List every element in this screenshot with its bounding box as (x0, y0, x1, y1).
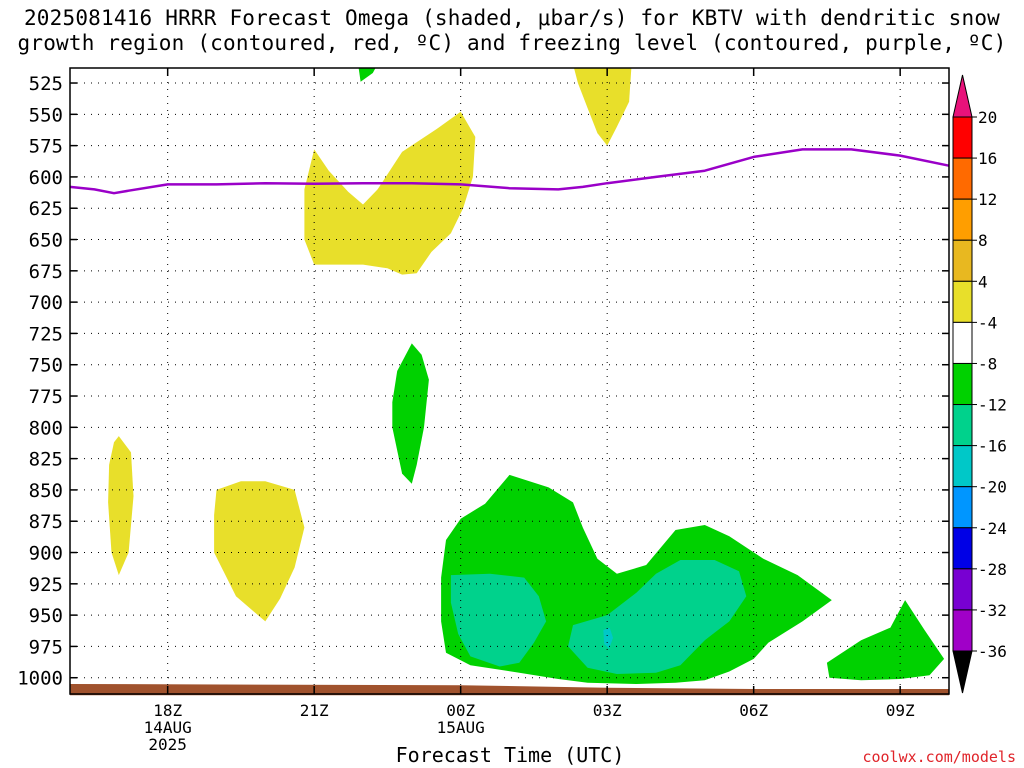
x-tick-label: 03Z (593, 701, 622, 720)
colorbar-segment (952, 362, 973, 406)
chart-title: 2025081416 HRRR Forecast Omega (shaded, … (0, 6, 1024, 56)
x-tick-label: 00Z (446, 701, 475, 720)
colorbar-label: -24 (978, 519, 1007, 538)
ground-surface (70, 684, 949, 696)
omega-region-4 (214, 481, 305, 622)
colorbar-segment (952, 321, 973, 364)
omega-region-9 (450, 573, 547, 667)
y-tick-label: 575 (29, 136, 63, 158)
colorbar-label: 16 (978, 149, 997, 168)
freezing-level-line (69, 148, 950, 195)
y-tick-label: 950 (29, 605, 63, 627)
y-axis-ticks: 525 550 575 600 625 650 675 700 725 750 775 800 825 8… (17, 73, 949, 690)
colorbar-top-arrow (952, 74, 973, 118)
x-tick-label: 14AUG (144, 718, 192, 737)
colorbar-segment (952, 609, 973, 652)
freezing-level-layer (69, 148, 950, 195)
omega-region-6 (392, 343, 429, 484)
colorbar-segment (952, 116, 973, 159)
x-tick-label: 18Z (153, 701, 182, 720)
y-tick-label: 650 (29, 230, 63, 252)
x-axis-label: Forecast Time (UTC) (395, 743, 625, 767)
colorbar-bottom-arrow (952, 650, 973, 694)
colorbar-segment (952, 486, 973, 529)
colorbar-segment (952, 445, 973, 488)
x-tick-label: 06Z (739, 701, 768, 720)
omega-region-2 (304, 111, 476, 275)
colorbar-segment (952, 280, 973, 323)
colorbar-label: -20 (978, 478, 1007, 497)
omega-shading-layer (108, 68, 945, 684)
colorbar-label: -8 (978, 354, 997, 373)
y-tick-label: 875 (29, 511, 63, 533)
colorbar-label: -28 (978, 560, 1007, 579)
colorbar-label: -12 (978, 396, 1007, 415)
y-tick-label: 700 (29, 292, 63, 314)
colorbar-label: -32 (978, 601, 1007, 620)
colorbar-segment (952, 157, 973, 200)
colorbar-label: -4 (978, 313, 997, 332)
plot-frame (69, 67, 950, 695)
colorbar-segment (952, 404, 973, 447)
y-tick-label: 925 (29, 574, 63, 596)
y-tick-label: 550 (29, 104, 63, 126)
y-tick-label: 850 (29, 480, 63, 502)
y-tick-label: 775 (29, 386, 63, 408)
y-tick-label: 800 (29, 417, 63, 439)
omega-region-8 (826, 600, 945, 681)
y-tick-label: 625 (29, 198, 63, 220)
colorbar-segment (952, 198, 973, 241)
colorbar-label: 12 (978, 190, 997, 209)
omega-region-11 (603, 627, 613, 649)
colorbar-segment (952, 239, 973, 282)
ground-layer (70, 684, 949, 696)
y-tick-label: 525 (29, 73, 63, 95)
omega-region-10 (568, 560, 747, 674)
chart-title-line-1: 2025081416 HRRR Forecast Omega (shaded, … (23, 6, 1001, 30)
plot-border (69, 67, 950, 695)
y-tick-label: 600 (29, 167, 63, 189)
colorbar-label: 20 (978, 108, 997, 127)
y-tick-label: 1000 (17, 668, 63, 690)
x-tick-label: 15AUG (437, 718, 485, 737)
x-tick-label: 09Z (886, 701, 915, 720)
y-tick-label: 825 (29, 449, 63, 471)
y-tick-label: 675 (29, 261, 63, 283)
y-tick-label: 975 (29, 636, 63, 658)
x-tick-label: 2025 (148, 735, 187, 754)
colorbar-label: 8 (978, 231, 988, 250)
y-tick-label: 750 (29, 355, 63, 377)
omega-region-1 (573, 68, 632, 146)
colorbar-label: -16 (978, 437, 1007, 456)
y-tick-label: 900 (29, 543, 63, 565)
chart-title-line-2: growth region (contoured, red, ºC) and f… (17, 31, 1007, 55)
colorbar-segment (952, 568, 973, 611)
omega-region-3 (108, 436, 134, 576)
colorbar-segment (952, 527, 973, 570)
x-tick-label: 21Z (300, 701, 329, 720)
y-tick-label: 725 (29, 323, 63, 345)
colorbar-label: 4 (978, 272, 988, 291)
omega-region-5 (358, 68, 376, 82)
colorbar: 20 16 12 8 4 -4 -8 -12 -16 -20 -24 -28 -32 -36 (952, 74, 1007, 694)
colorbar-label: -36 (978, 642, 1007, 661)
site-credit: coolwx.com/models (862, 748, 1016, 766)
